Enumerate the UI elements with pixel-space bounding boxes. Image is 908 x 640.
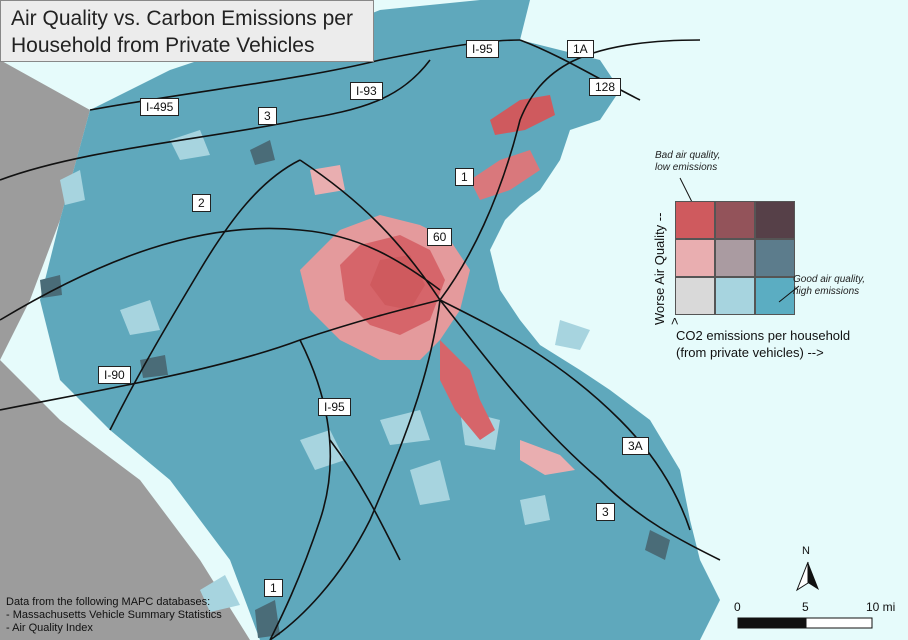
legend-cell-r2-c2	[755, 277, 795, 315]
highway-label-1-north: 1	[455, 168, 474, 186]
scale-label-5: 5	[802, 600, 809, 614]
map-title: Air Quality vs. Carbon Emissions per Hou…	[0, 0, 374, 62]
scale-label-10mi: 10 mi	[866, 600, 896, 614]
north-arrow-label: N	[802, 545, 810, 557]
highway-label-i95-north: I-95	[466, 40, 499, 58]
highway-label-i93: I-93	[350, 82, 383, 100]
highway-label-3-north: 3	[258, 107, 277, 125]
north-arrow-icon	[795, 561, 819, 592]
legend-cell-r1-c0	[675, 239, 715, 277]
legend-cell-r0-c2	[755, 201, 795, 239]
urban-core	[300, 95, 575, 475]
legend-cell-r1-c2	[755, 239, 795, 277]
legend-cell-r0-c0	[675, 201, 715, 239]
source-note: Data from the following MAPC databases: …	[6, 596, 222, 634]
title-line-1: Air Quality vs. Carbon Emissions per	[11, 7, 353, 30]
title-line-2: Household from Private Vehicles	[11, 34, 315, 57]
legend-note-good-air-high-emissions: Good air quality, high emissions	[793, 274, 866, 297]
highway-label-60: 60	[427, 228, 453, 246]
legend-cell-r0-c1	[715, 201, 755, 239]
highway-label-3a: 3A	[622, 437, 649, 455]
legend-cell-r2-c0	[675, 277, 715, 315]
highway-label-1-south: 1	[264, 579, 283, 597]
highway-label-1a: 1A	[567, 40, 594, 58]
highway-label-128: 128	[589, 78, 622, 96]
highway-label-i95-south: I-95	[318, 398, 351, 416]
out-of-area-land	[0, 60, 90, 360]
legend-pointer-bottom	[778, 285, 800, 303]
scale-bar	[737, 617, 873, 629]
legend-cell-r1-c1	[715, 239, 755, 277]
out-of-area-land	[0, 360, 250, 640]
scale-label-0: 0	[734, 600, 741, 614]
highway-label-i90: I-90	[98, 366, 131, 384]
legend-x-axis-label: CO2 emissions per household (from privat…	[676, 328, 851, 360]
highway-label-2: 2	[192, 194, 211, 212]
legend-cell-r2-c1	[715, 277, 755, 315]
highway-label-i495: I-495	[140, 98, 180, 116]
roads	[0, 39, 721, 640]
highway-label-3-south: 3	[596, 503, 615, 521]
legend-note-bad-air-low-emissions: Bad air quality, low emissions	[655, 150, 721, 173]
dark-tracts	[40, 140, 670, 638]
legend-pointer-top	[679, 177, 693, 203]
